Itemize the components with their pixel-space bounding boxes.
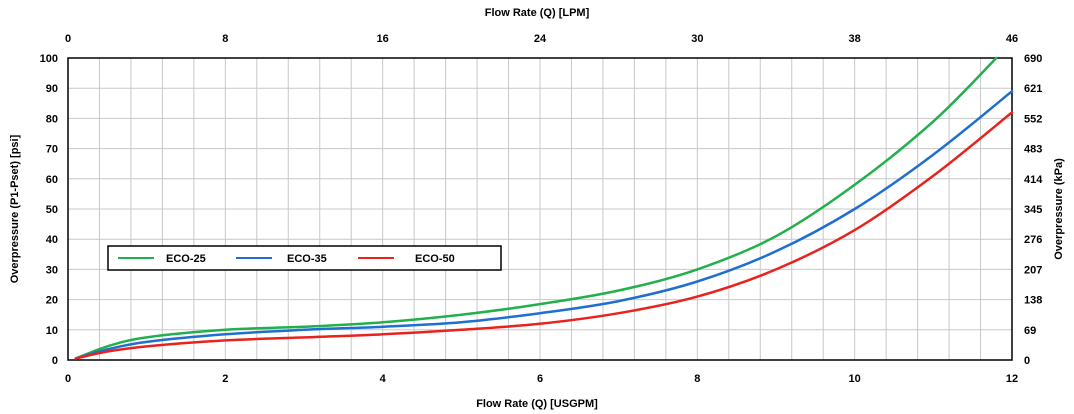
y-right-axis-title: Overpressure (kPa) [1053, 158, 1065, 260]
legend-label-eco-35: ECO-35 [287, 253, 327, 265]
x-top-tick-label: 38 [849, 33, 861, 45]
y-right-tick-label: 345 [1024, 204, 1042, 216]
y-left-tick-label: 0 [52, 355, 58, 367]
y-left-tick-label: 70 [46, 144, 58, 156]
x-bottom-axis-title: Flow Rate (Q) [USGPM] [476, 398, 598, 410]
x-bottom-ticks: 0 2 4 6 8 10 12 [65, 373, 1018, 385]
y-left-tick-label: 40 [46, 234, 58, 246]
legend-label-eco-25: ECO-25 [166, 253, 206, 265]
series-line-eco-50 [74, 111, 1014, 360]
y-right-tick-label: 414 [1024, 174, 1043, 186]
x-bottom-tick-label: 0 [65, 373, 71, 385]
x-top-tick-label: 0 [65, 33, 71, 45]
y-right-ticks: 0 69 138 207 276 345 414 483 552 621 690 [1024, 53, 1043, 367]
y-left-tick-label: 90 [46, 83, 58, 95]
series-line-eco-25 [74, 56, 998, 360]
x-top-tick-label: 30 [691, 33, 703, 45]
y-right-tick-label: 552 [1024, 113, 1042, 125]
x-bottom-tick-label: 4 [380, 373, 387, 385]
x-top-tick-label: 8 [222, 33, 228, 45]
x-top-axis-title: Flow Rate (Q) [LPM] [485, 7, 590, 19]
x-bottom-tick-label: 10 [849, 373, 861, 385]
series-line-eco-35 [74, 89, 1014, 360]
x-bottom-tick-label: 12 [1006, 373, 1018, 385]
legend-label-eco-50: ECO-50 [415, 253, 455, 265]
series-layer [74, 56, 1014, 360]
x-top-ticks: 0 8 16 24 30 38 46 [65, 33, 1018, 45]
y-right-tick-label: 621 [1024, 83, 1042, 95]
y-right-tick-label: 0 [1024, 355, 1030, 367]
y-right-tick-label: 69 [1024, 325, 1036, 337]
y-left-tick-label: 20 [46, 295, 58, 307]
x-bottom-tick-label: 2 [222, 373, 228, 385]
legend-box [107, 245, 502, 271]
y-left-ticks: 0 10 20 30 40 50 60 70 80 90 100 [40, 53, 58, 367]
y-left-tick-label: 10 [46, 325, 58, 337]
y-right-tick-label: 483 [1024, 144, 1042, 156]
y-right-tick-label: 207 [1024, 264, 1042, 276]
y-left-tick-label: 30 [46, 264, 58, 276]
y-left-axis-title: Overpressure (P1-Pset) [psi] [9, 134, 21, 283]
y-left-tick-label: 80 [46, 113, 58, 125]
y-right-tick-label: 138 [1024, 295, 1042, 307]
x-top-tick-label: 46 [1006, 33, 1018, 45]
x-top-tick-label: 16 [377, 33, 389, 45]
y-left-tick-label: 60 [46, 174, 58, 186]
legend: ECO-25 ECO-35 ECO-50 [107, 245, 502, 271]
plot-area [67, 57, 1013, 361]
y-left-tick-label: 50 [46, 204, 58, 216]
y-right-tick-label: 276 [1024, 234, 1042, 246]
x-bottom-tick-label: 8 [694, 373, 700, 385]
y-right-tick-label: 690 [1024, 53, 1042, 65]
y-left-tick-label: 100 [40, 53, 58, 65]
x-bottom-tick-label: 6 [537, 373, 543, 385]
x-top-tick-label: 24 [534, 33, 547, 45]
